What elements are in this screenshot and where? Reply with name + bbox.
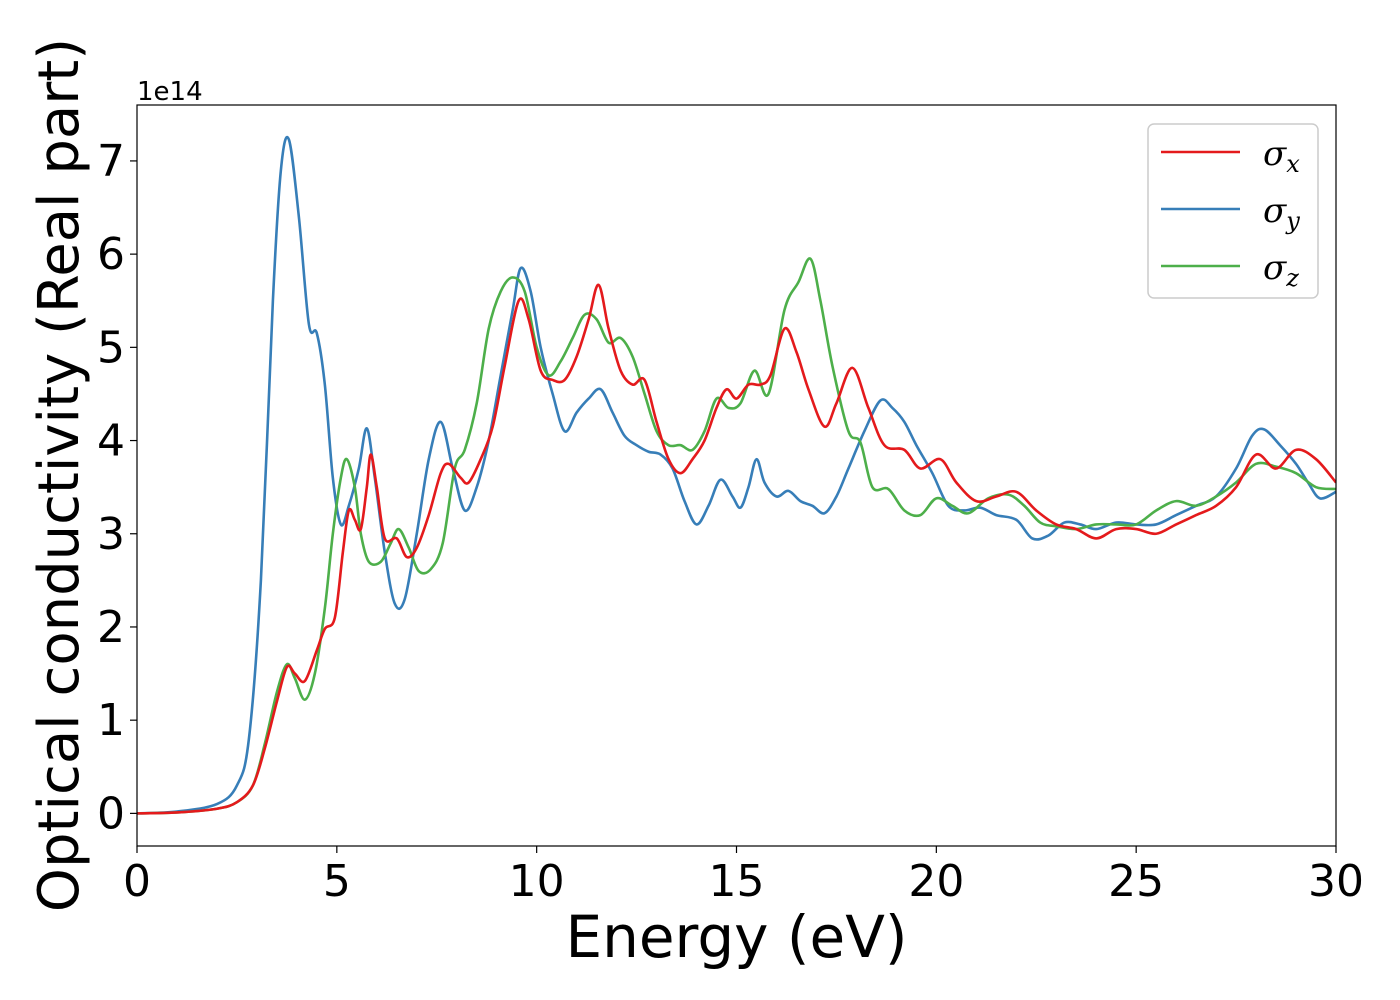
x-tick-label: 30	[1308, 856, 1364, 907]
y-tick-label: 7	[97, 136, 125, 187]
y-scale-note: 1e14	[137, 77, 203, 107]
x-axis-label: Energy (eV)	[565, 903, 907, 971]
x-tick-label: 25	[1108, 856, 1164, 907]
legend-label-sigma-z: σz	[1263, 248, 1299, 292]
x-tick-label: 0	[123, 856, 151, 907]
sigma-x-series-line	[137, 283, 1336, 815]
x-axis-ticks: 0 5 10 15 20 25 30	[123, 846, 1364, 907]
sigma-z-series-line	[137, 257, 1336, 815]
y-tick-label: 1	[97, 695, 125, 746]
y-tick-label: 0	[97, 788, 125, 839]
legend-label-sigma-y: σy	[1263, 191, 1300, 235]
y-tick-label: 6	[97, 229, 125, 280]
legend-box	[1147, 123, 1319, 299]
x-tick-label: 20	[908, 856, 964, 907]
legend: σx σy σz	[1147, 123, 1319, 299]
y-tick-label: 5	[97, 322, 125, 373]
x-tick-label: 5	[323, 856, 351, 907]
x-tick-label: 10	[509, 856, 565, 907]
series-layer	[137, 135, 1336, 815]
x-tick-label: 15	[709, 856, 765, 907]
y-tick-label: 2	[97, 602, 125, 653]
y-tick-label: 3	[97, 509, 125, 560]
y-axis-ticks: 0 1 2 3 4 5 6 7	[97, 136, 137, 839]
y-axis-label: Optical conductivity (Real part)	[27, 38, 92, 912]
y-tick-label: 4	[97, 416, 125, 467]
legend-label-sigma-x: σx	[1263, 134, 1300, 178]
sigma-y-series-line	[137, 135, 1336, 815]
